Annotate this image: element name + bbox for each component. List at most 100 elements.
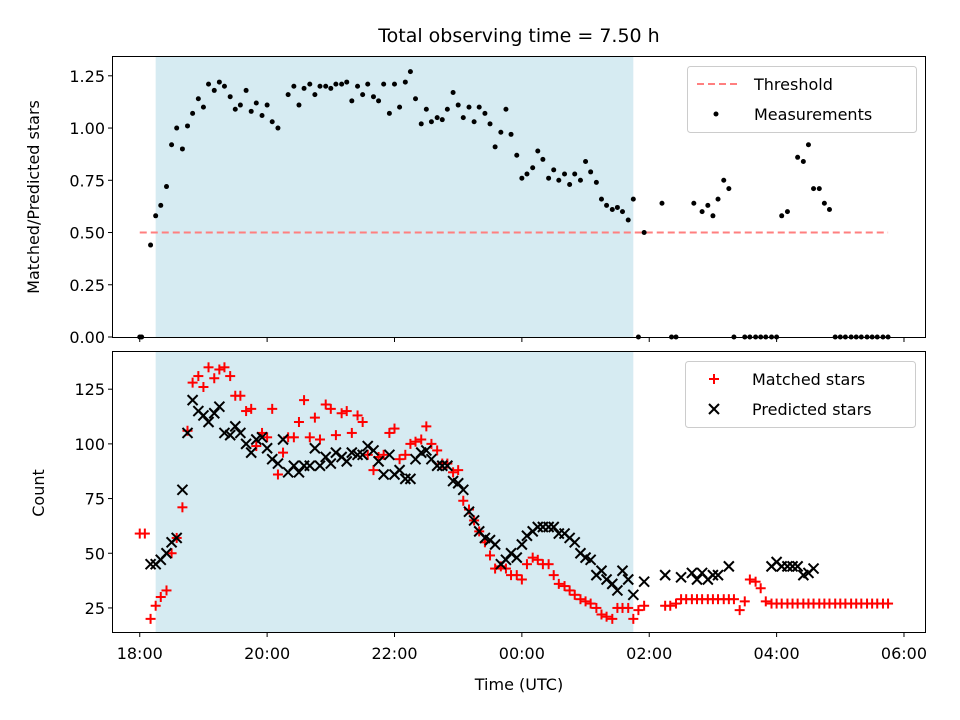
matched-star-point <box>235 390 246 401</box>
x-tick-label: 18:00 <box>117 644 163 663</box>
matched-star-point <box>161 585 172 596</box>
predicted-star-point <box>489 538 501 551</box>
matched-star-point <box>532 554 543 565</box>
matched-star-point <box>559 581 570 592</box>
predicted-star-point <box>606 578 619 590</box>
measurement-point <box>805 142 811 148</box>
measurement-point <box>418 121 424 127</box>
predicted-star-point <box>420 444 433 457</box>
predicted-star-point <box>372 455 385 468</box>
measurement-point <box>291 83 297 89</box>
matched-star-point <box>548 570 559 581</box>
matched-star-point <box>596 609 607 620</box>
predicted-star-point <box>659 569 671 581</box>
measurement-point <box>450 90 456 96</box>
bottom-x-ticks: 18:00 20:00 22:00 00:00 02:00 04:00 06:00 <box>117 632 927 663</box>
measurements-legend-swatch <box>713 111 719 117</box>
matched-star-point <box>575 594 586 605</box>
x-tick-label: 22:00 <box>371 644 417 663</box>
measurement-point <box>158 202 164 208</box>
measurement-point <box>370 94 376 100</box>
predicted-star-point <box>277 433 289 446</box>
measurement-point <box>826 207 832 213</box>
predicted-star-point <box>457 484 469 496</box>
matched-star-point <box>320 399 331 410</box>
bottom-y-tick-label: 125 <box>74 380 105 399</box>
measurement-point <box>498 129 504 135</box>
measurement-point <box>551 167 557 173</box>
predicted-star-point <box>622 573 634 586</box>
matched-star-point <box>755 583 766 594</box>
measurement-point <box>726 186 732 192</box>
x-tick-label: 06:00 <box>881 644 927 663</box>
measurement-point <box>253 100 259 106</box>
top-observing-window <box>155 57 634 337</box>
predicted-star-point <box>197 409 210 422</box>
legend-matched-label: Matched stars <box>752 370 865 389</box>
matched-star-point <box>739 596 750 607</box>
measurement-point <box>195 96 201 102</box>
measurement-point <box>232 106 238 112</box>
matched-star-point <box>405 438 416 449</box>
predicted-star-point <box>325 457 337 470</box>
measurement-point <box>795 154 801 160</box>
measurement-point <box>402 79 408 85</box>
predicted-legend-swatch <box>708 403 720 415</box>
predicted-star-point <box>707 569 719 581</box>
matched-star-point <box>209 373 220 384</box>
bottom-y-tick-label: 50 <box>85 544 105 563</box>
matched-star-point <box>607 613 618 624</box>
measurement-point <box>715 196 721 202</box>
measurement-point <box>243 87 249 93</box>
predicted-star-point <box>341 455 353 468</box>
matched-star-point <box>193 371 204 382</box>
measurement-point <box>503 106 509 112</box>
x-tick-label: 00:00 <box>499 644 545 663</box>
predicted-star-point <box>245 446 257 459</box>
measurement-point <box>641 230 647 236</box>
measurement-point <box>285 92 291 98</box>
matched-star-point <box>623 602 634 613</box>
predicted-star-point <box>452 477 464 489</box>
matched-star-point <box>421 421 432 432</box>
measurement-point <box>376 98 382 104</box>
matched-star-point <box>293 417 304 427</box>
predicted-star-point <box>288 460 300 472</box>
measurement-point <box>588 169 594 175</box>
matched-star-point <box>203 362 214 373</box>
measurement-point <box>216 79 222 85</box>
matched-star-point <box>336 408 347 419</box>
measurement-point <box>562 171 568 177</box>
predicted-star-point <box>675 571 687 584</box>
measurement-point <box>625 217 631 223</box>
matched-star-point <box>314 434 325 445</box>
predicted-star-point <box>293 466 305 479</box>
matched-star-point <box>330 430 341 441</box>
predicted-star-point <box>202 416 215 428</box>
bottom-y-axis-label: Count <box>29 469 48 517</box>
matched-star-point <box>225 371 236 382</box>
top-y-axis-label: Matched/Predicted stars <box>24 100 43 294</box>
matched-star-point <box>485 550 496 561</box>
predicted-star-point <box>807 562 820 575</box>
measurement-point <box>275 125 281 131</box>
x-tick-label: 20:00 <box>244 644 290 663</box>
top-legend: Threshold Measurements <box>687 66 917 133</box>
measurement-point <box>355 83 361 89</box>
legend-predicted-label: Predicted stars <box>752 400 872 419</box>
matched-star-point <box>543 559 554 570</box>
predicted-star-point <box>712 569 724 581</box>
measurement-point <box>821 200 827 206</box>
predicted-star-point <box>627 589 640 601</box>
predicted-star-point <box>686 567 698 579</box>
measurement-point <box>444 106 450 112</box>
matched-star-point <box>490 563 501 574</box>
matched-star-point <box>177 502 188 513</box>
predicted-star-point <box>314 460 326 472</box>
matched-star-point <box>628 613 639 624</box>
measurement-point <box>381 81 387 87</box>
matched-star-point <box>564 585 575 596</box>
bottom-legend: Matched stars Predicted stars <box>685 361 916 428</box>
measurement-point <box>699 209 705 215</box>
matched-star-point <box>670 598 681 609</box>
